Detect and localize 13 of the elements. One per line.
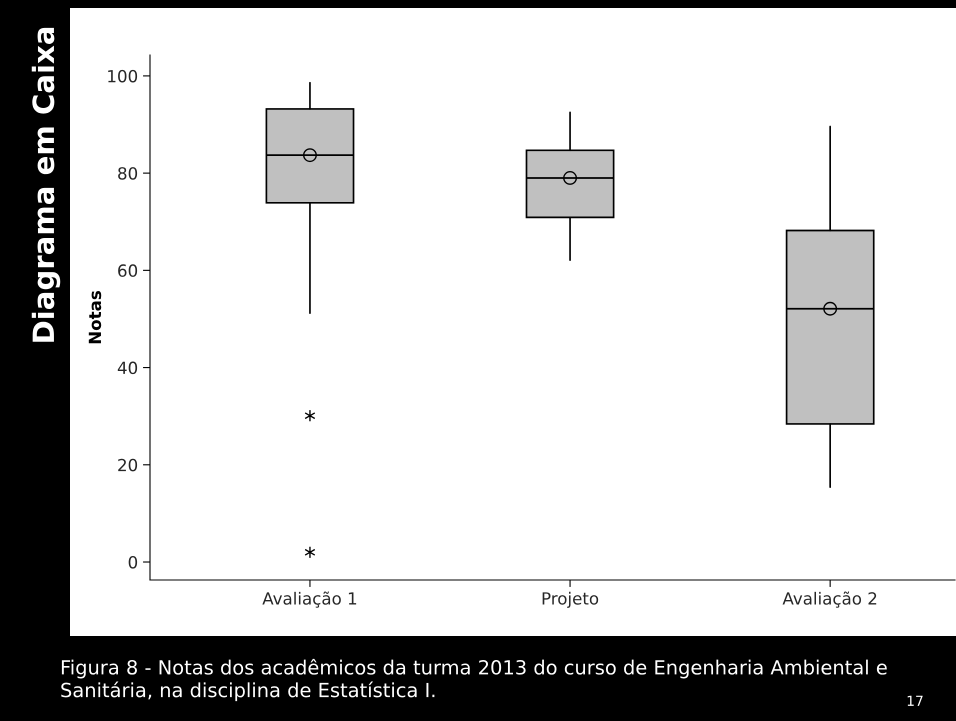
text: Diagrama em Caixa <box>32 28 60 342</box>
y-tick-label: 0 <box>128 556 138 569</box>
text: 17 <box>908 696 923 706</box>
text: Figura 8 - Notas dos acadêmicos da turma 2013 do curso de Engenharia Ambiental e Sanitária, na disciplina de Estatística I. <box>61 658 887 702</box>
x-tick-label: Avaliação 1 <box>262 592 356 608</box>
y-tick-label: 40 <box>118 362 138 374</box>
y-tick-label: 80 <box>118 167 138 180</box>
y-tick-label: 20 <box>118 458 138 472</box>
y-axis-title: Notas <box>88 291 102 344</box>
y-tick-label: 60 <box>118 264 138 277</box>
x-tick-label: Projeto <box>542 592 598 608</box>
x-tick-label: Avaliação 2 <box>782 592 876 608</box>
y-tick-label: 100 <box>108 70 138 82</box>
